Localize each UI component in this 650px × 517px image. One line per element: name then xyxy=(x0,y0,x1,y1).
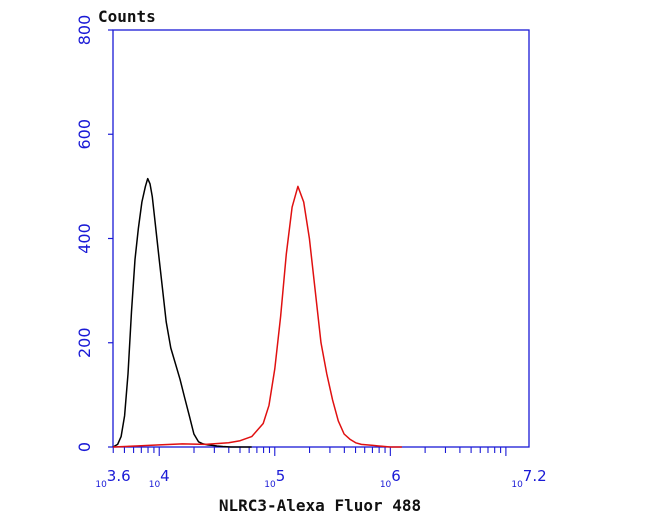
plot-frame xyxy=(112,29,530,448)
x-tick-label: 103.6 xyxy=(95,467,130,490)
y-tick-label: 0 xyxy=(75,442,94,452)
x-axis-title: NLRC3-Alexa Fluor 488 xyxy=(219,496,421,515)
y-tick-label: 400 xyxy=(75,223,94,254)
x-tick-label: 106 xyxy=(380,467,401,490)
series-line-1 xyxy=(112,177,252,448)
y-tick-label: 600 xyxy=(75,119,94,150)
series-line-2 xyxy=(112,185,402,448)
series-layer xyxy=(112,177,402,448)
x-tick-label: 105 xyxy=(264,467,285,490)
y-axis-title: Counts xyxy=(98,7,156,26)
x-tick-label: 107.2 xyxy=(511,467,546,490)
x-tick-label: 104 xyxy=(149,467,170,490)
y-tick-label: 800 xyxy=(75,15,94,46)
y-tick-label: 200 xyxy=(75,327,94,358)
x-axis-ticks: 103.6 104 105 106 107.2 xyxy=(95,447,547,490)
y-axis-ticks: 0 200 400 600 800 xyxy=(75,15,113,452)
